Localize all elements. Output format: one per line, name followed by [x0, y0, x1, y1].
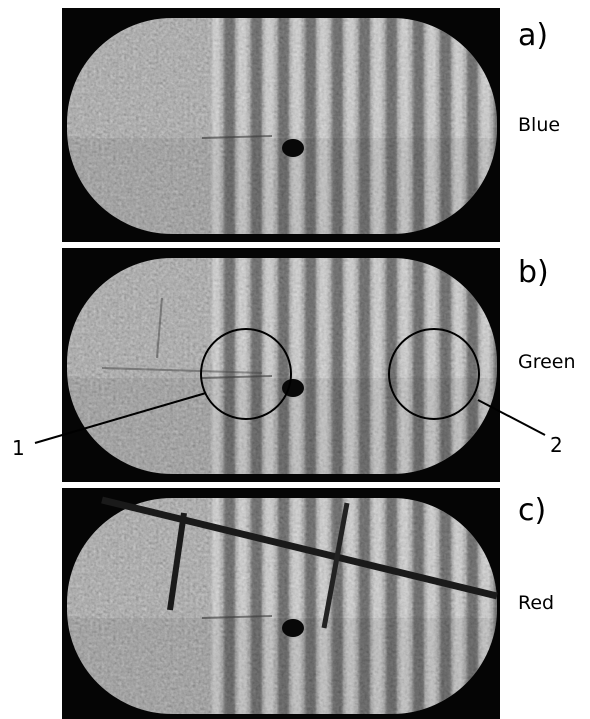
- panel-label: c): [518, 493, 546, 528]
- annotation: 1: [12, 436, 25, 460]
- panel-a: [62, 8, 512, 242]
- panel-caption: Blue: [518, 114, 560, 136]
- panel-caption: Red: [518, 592, 554, 614]
- annotation: 2: [550, 433, 563, 457]
- panel-b: [62, 248, 512, 482]
- panel-caption: Green: [518, 351, 576, 373]
- panel-c: [62, 488, 512, 719]
- panel-label: a): [518, 18, 548, 53]
- panel-label: b): [518, 255, 549, 290]
- figure: a) Blue b) Green c) Red 1 2: [0, 0, 590, 719]
